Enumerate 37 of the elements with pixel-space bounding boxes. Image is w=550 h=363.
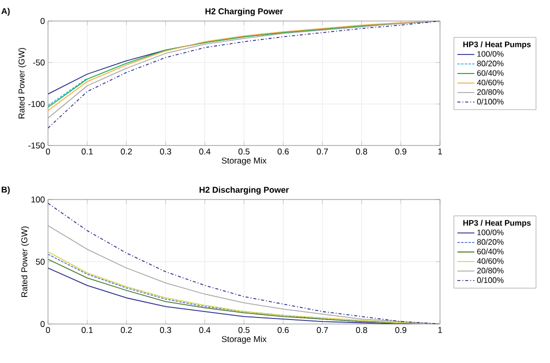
x-axis-title: Storage Mix <box>222 336 266 344</box>
x-tick-label: 0.8 <box>356 327 368 334</box>
x-tick-label: 0.9 <box>395 148 406 155</box>
text: B) <box>2 186 10 194</box>
x-tick-label: 0.6 <box>278 327 289 334</box>
y-axis-title: Rated Power (GW) <box>18 48 26 118</box>
x-tick-label: 0.5 <box>238 148 250 155</box>
x-tick-label: 0.1 <box>82 148 93 155</box>
x-tick-label: 0.1 <box>82 327 93 334</box>
x-tick-label: 0.9 <box>395 327 406 334</box>
x-tick-label: 0.3 <box>160 327 172 334</box>
x-tick-label: 0.7 <box>316 148 328 155</box>
y-tick-label: -50 <box>33 60 45 66</box>
y-tick-label: 0 <box>40 321 45 327</box>
x-tick-label: 0.4 <box>199 327 210 334</box>
y-tick-label: 0 <box>40 18 45 24</box>
x-tick-label: 0 <box>46 148 50 155</box>
text: A) <box>1 8 10 16</box>
x-tick-label: 0 <box>46 327 50 334</box>
x-tick-label: 0.6 <box>278 148 289 155</box>
x-tick-label: 0.2 <box>120 148 132 155</box>
x-tick-label: 0.7 <box>316 327 328 334</box>
x-tick-label: 1 <box>438 148 442 154</box>
y-tick-label: 50 <box>36 258 45 265</box>
chart-title: H2 Discharging Power <box>200 186 289 194</box>
x-tick-label: 0.2 <box>120 327 132 334</box>
y-tick-label: 100 <box>31 196 45 202</box>
y-axis-title: Rated Power (GW) <box>21 226 30 297</box>
x-tick-label: 0.5 <box>238 327 250 334</box>
chart-title: H2 Charging Power <box>206 8 283 16</box>
x-tick-label: 0.3 <box>160 148 172 155</box>
x-tick-label: 1 <box>438 327 442 333</box>
x-axis-title: Storage Mix <box>222 157 266 166</box>
y-tick-label: -100 <box>28 101 45 107</box>
x-tick-label: 0.8 <box>356 148 368 155</box>
x-tick-label: 0.4 <box>199 148 210 155</box>
y-tick-label: -150 <box>28 142 45 148</box>
